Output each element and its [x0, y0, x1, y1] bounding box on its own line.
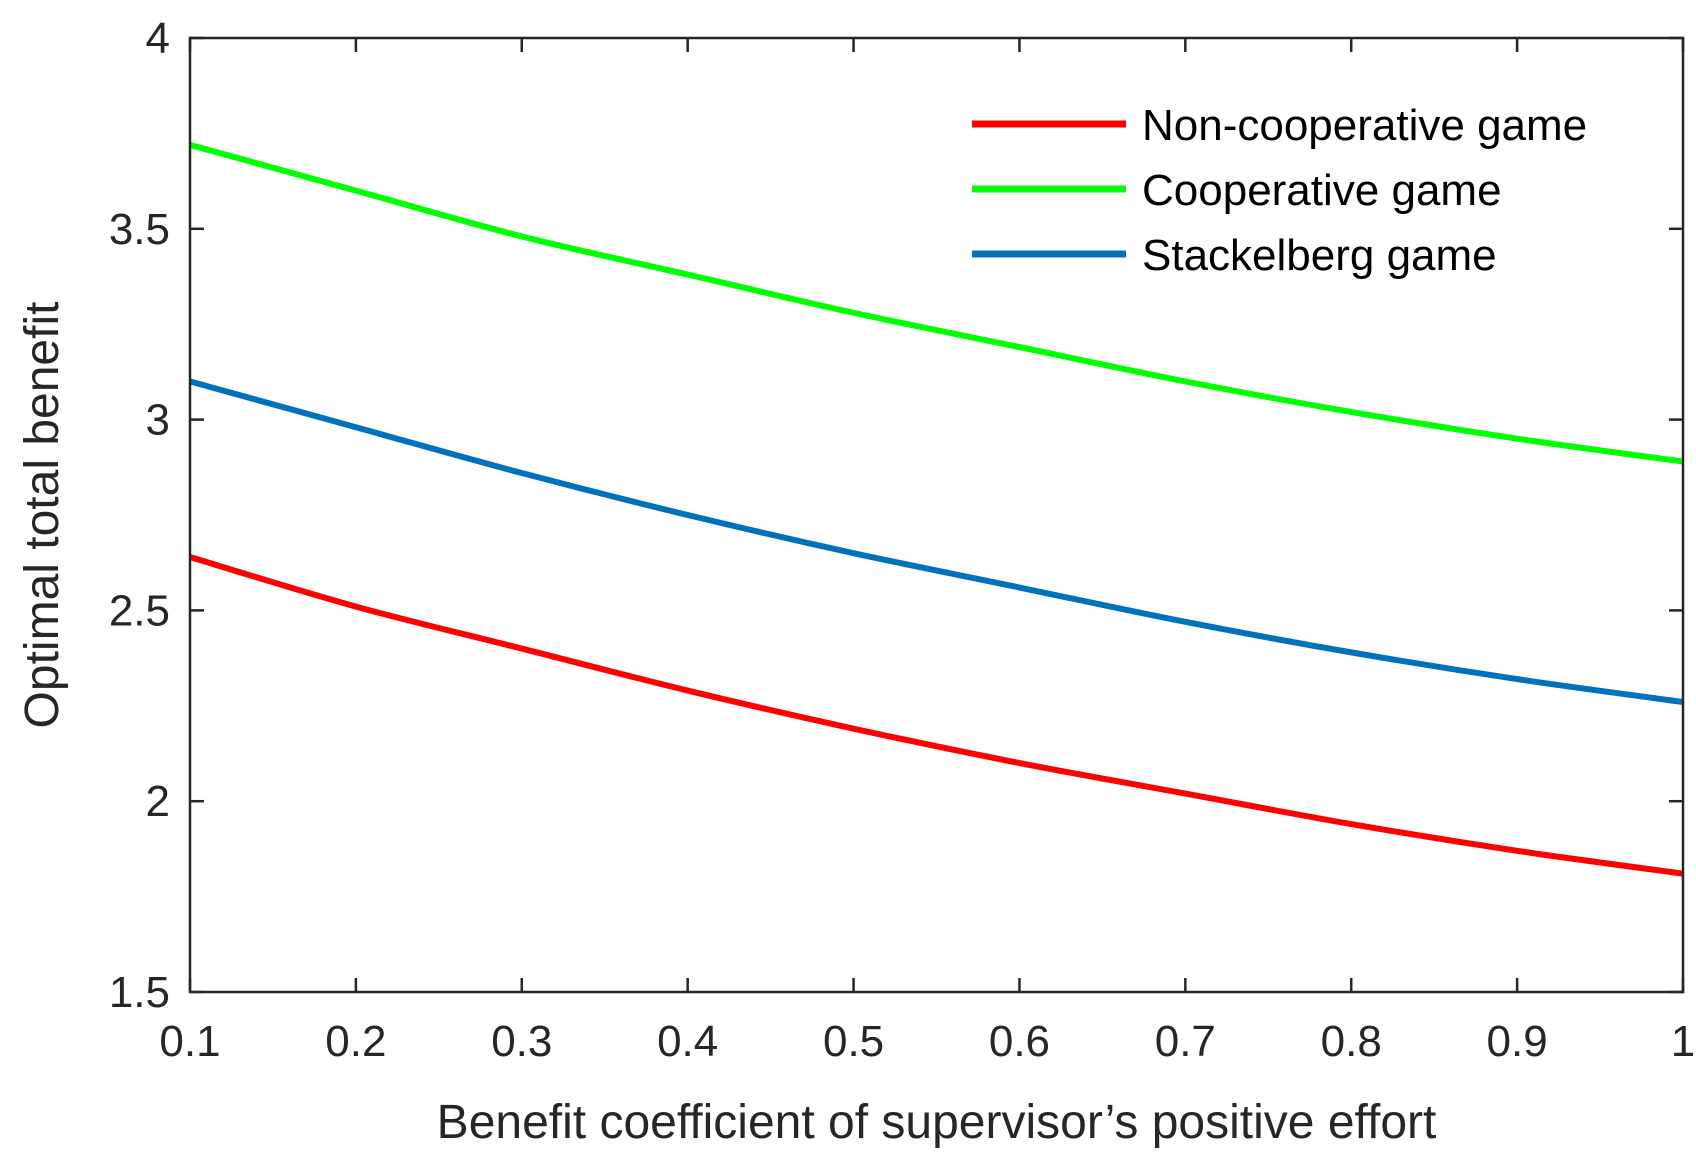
ticks-layer: 0.1 0.2 0.3 0.4 0.5 0.6 0.7 0.8 0.9 1 1.5 2 2.5 3 3.5 4 — [109, 14, 1695, 1066]
legend-label-1: Cooperative game — [1142, 166, 1502, 215]
x-tick-label: 0.8 — [1321, 1017, 1382, 1066]
x-tick-label: 0.1 — [159, 1017, 220, 1066]
y-tick-label: 4 — [146, 14, 170, 63]
y-axis-title: Optimal total benefit — [16, 302, 69, 729]
series-line-2 — [190, 378, 1683, 705]
x-tick-label: 0.3 — [491, 1017, 552, 1066]
x-tick-label: 0.5 — [823, 1017, 884, 1066]
x-tick-label: 0.7 — [1155, 1017, 1216, 1066]
legend: Non-cooperative game Cooperative game Stac… — [972, 101, 1587, 280]
y-tick-label: 3.5 — [109, 205, 170, 254]
series-line-1 — [190, 141, 1683, 465]
x-tick-label: 1 — [1671, 1017, 1695, 1066]
y-tick-label: 2.5 — [109, 586, 170, 635]
x-tick-label: 0.2 — [325, 1017, 386, 1066]
series-line-0 — [190, 554, 1683, 877]
series-layer — [190, 141, 1683, 877]
y-tick-label: 2 — [146, 777, 170, 826]
y-tick-label: 3 — [146, 396, 170, 445]
legend-label-0: Non-cooperative game — [1142, 101, 1587, 150]
x-tick-label: 0.6 — [989, 1017, 1050, 1066]
y-tick-label: 1.5 — [109, 968, 170, 1017]
x-axis-title: Benefit coefficient of supervisor’s posi… — [437, 1096, 1437, 1149]
legend-label-2: Stackelberg game — [1142, 231, 1497, 280]
plot-area-frame — [188, 36, 1685, 994]
x-tick-label: 0.4 — [657, 1017, 718, 1066]
x-tick-label: 0.9 — [1487, 1017, 1548, 1066]
